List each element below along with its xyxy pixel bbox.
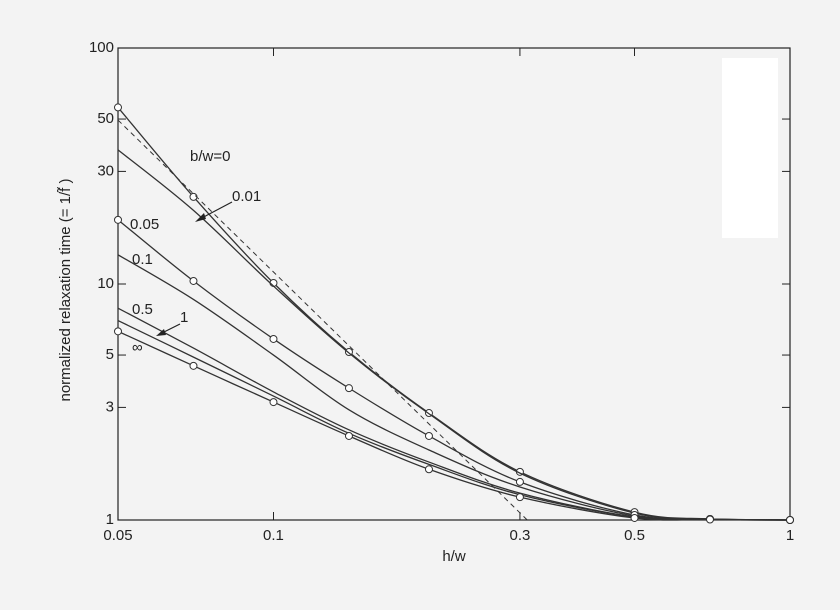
- y-axis-label: normalized relaxation time (= 1/f̃ ): [56, 178, 73, 401]
- data-point: [344, 431, 353, 440]
- data-point: [424, 431, 433, 440]
- curve-label: 0.1: [132, 251, 153, 268]
- data-point: [114, 103, 122, 112]
- arrow-head: [156, 329, 166, 336]
- y-tick-label: 30: [97, 162, 114, 179]
- data-point: [189, 276, 198, 285]
- data-point: [630, 513, 639, 522]
- data-point: [114, 327, 122, 336]
- curve-label: 0.05: [130, 216, 159, 233]
- x-axis-label: h/w: [442, 548, 466, 565]
- curve-label: ∞: [132, 339, 143, 356]
- data-point: [114, 215, 122, 224]
- data-point: [269, 398, 278, 407]
- curve-label: 0.5: [132, 301, 153, 318]
- curve-label: 0.01: [232, 188, 261, 205]
- x-tick-label: 0.5: [624, 527, 645, 544]
- x-tick-label: 1: [786, 527, 794, 544]
- curve-label: b/w=0: [190, 148, 230, 165]
- x-tick-label: 0.3: [509, 527, 530, 544]
- y-tick-label: 100: [89, 39, 114, 56]
- data-point: [705, 515, 714, 524]
- y-tick-label: 5: [106, 346, 114, 363]
- curve-label: 1: [180, 309, 188, 326]
- data-point: [189, 361, 198, 370]
- blank-patch: [722, 58, 778, 238]
- y-tick-label: 3: [106, 398, 114, 415]
- y-tick-label: 10: [97, 275, 114, 292]
- data-point: [269, 334, 278, 343]
- x-tick-label: 0.1: [263, 527, 284, 544]
- data-point: [515, 477, 524, 486]
- data-point: [786, 516, 794, 524]
- arrow-head: [195, 213, 206, 222]
- y-tick-label: 1: [106, 511, 114, 528]
- data-point: [344, 384, 353, 393]
- y-tick-label: 50: [97, 110, 114, 127]
- data-point: [424, 465, 433, 474]
- x-tick-label: 0.05: [103, 527, 132, 544]
- data-point: [515, 493, 524, 502]
